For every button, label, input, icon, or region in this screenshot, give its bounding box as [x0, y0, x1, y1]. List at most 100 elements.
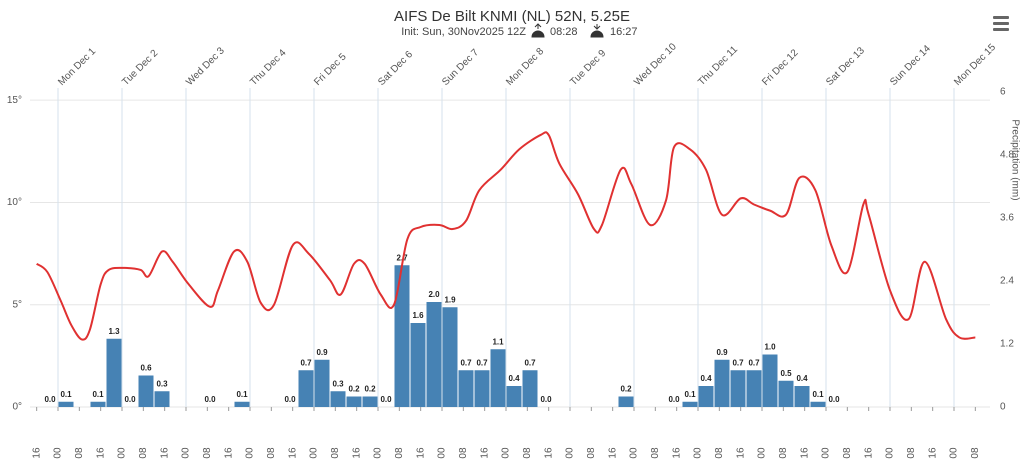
- x-tick-label: 16: [223, 447, 234, 459]
- x-tick-label: 16: [159, 447, 170, 459]
- x-tick-label: 08: [714, 447, 725, 459]
- x-tick-label: 16: [607, 447, 618, 459]
- precip-bar: [778, 380, 794, 407]
- x-tick-label: 08: [586, 447, 597, 459]
- x-tick-label: 16: [671, 447, 682, 459]
- x-tick-label: 00: [309, 447, 320, 459]
- menu-button[interactable]: [993, 16, 1009, 31]
- bar-value-label: 0.0: [124, 395, 136, 404]
- x-tick-label: 00: [245, 447, 256, 459]
- bar-value-label: 0.0: [284, 395, 296, 404]
- day-label: Mon Dec 1: [56, 46, 98, 88]
- precip-bar: [426, 302, 442, 407]
- precip-bar: [394, 265, 410, 407]
- bar-value-label: 1.1: [492, 337, 504, 346]
- x-tick-label: 08: [458, 447, 469, 459]
- precip-bar: [362, 396, 378, 407]
- precip-bar: [682, 401, 698, 407]
- day-label: Sun Dec 7: [440, 47, 481, 88]
- day-label: Mon Dec 15: [952, 42, 998, 88]
- y2-tick-label: 1.2: [1000, 339, 1014, 350]
- bar-value-label: 0.1: [684, 390, 696, 399]
- x-tick-label: 08: [970, 447, 981, 459]
- x-tick-label: 16: [351, 447, 362, 459]
- bar-value-label: 0.7: [460, 358, 472, 367]
- x-tick-label: 16: [95, 447, 106, 459]
- bar-value-label: 1.3: [108, 327, 120, 336]
- bar-value-label: 0.0: [380, 395, 392, 404]
- precip-bar: [298, 370, 314, 407]
- x-tick-label: 16: [863, 447, 874, 459]
- x-tick-label: 00: [693, 447, 704, 459]
- bar-value-label: 0.7: [748, 358, 760, 367]
- precip-bar: [714, 359, 730, 407]
- day-label: Tue Dec 2: [120, 48, 160, 88]
- bar-value-label: 0.2: [348, 385, 360, 394]
- x-tick-label: 00: [117, 447, 128, 459]
- bar-value-label: 0.3: [332, 379, 344, 388]
- y-tick-label: 15°: [7, 95, 22, 106]
- precip-bar: [106, 338, 122, 407]
- x-tick-label: 08: [906, 447, 917, 459]
- bar-value-label: 0.7: [300, 358, 312, 367]
- precip-bar: [506, 386, 522, 407]
- bar-value-label: 0.4: [700, 374, 712, 383]
- chart-subtitle: Init: Sun, 30Nov2025 12Z: [401, 26, 526, 38]
- bar-value-label: 0.5: [780, 369, 792, 378]
- bar-value-label: 0.0: [828, 395, 840, 404]
- day-label: Fri Dec 5: [312, 51, 349, 88]
- x-tick-label: 08: [266, 447, 277, 459]
- bar-value-label: 0.6: [140, 364, 152, 373]
- x-tick-label: 16: [927, 447, 938, 459]
- precip-bar: [458, 370, 474, 407]
- x-tick-label: 00: [373, 447, 384, 459]
- day-label: Sat Dec 13: [824, 45, 867, 88]
- day-label: Mon Dec 8: [504, 46, 546, 88]
- precip-bar: [762, 354, 778, 407]
- precip-bar: [698, 386, 714, 407]
- day-label: Sun Dec 14: [888, 43, 933, 88]
- precip-bar: [90, 401, 106, 407]
- x-tick-label: 08: [778, 447, 789, 459]
- x-tick-label: 16: [31, 447, 42, 459]
- x-tick-label: 08: [202, 447, 213, 459]
- bar-value-label: 0.0: [204, 395, 216, 404]
- x-tick-label: 08: [74, 447, 85, 459]
- day-label: Thu Dec 4: [248, 47, 289, 88]
- precip-bar: [330, 391, 346, 407]
- x-tick-label: 08: [522, 447, 533, 459]
- day-label: Sat Dec 6: [376, 49, 415, 88]
- x-tick-label: 00: [565, 447, 576, 459]
- sunrise-time: 08:28: [550, 26, 578, 38]
- y-tick-label: 5°: [12, 299, 22, 310]
- x-tick-label: 16: [287, 447, 298, 459]
- x-tick-label: 16: [479, 447, 490, 459]
- bar-value-label: 0.1: [92, 390, 104, 399]
- x-tick-label: 08: [394, 447, 405, 459]
- bar-value-label: 0.4: [796, 374, 808, 383]
- y2-tick-label: 2.4: [1000, 276, 1014, 287]
- x-tick-label: 00: [949, 447, 960, 459]
- precip-bar: [618, 396, 634, 407]
- sunrise-icon: [531, 23, 545, 38]
- y2-tick-label: 3.6: [1000, 213, 1014, 224]
- precip-bar: [314, 359, 330, 407]
- x-tick-label: 08: [138, 447, 149, 459]
- x-tick-label: 16: [799, 447, 810, 459]
- y-tick-label: 10°: [7, 197, 22, 208]
- y2-tick-label: 6: [1000, 87, 1006, 98]
- precip-bar: [346, 396, 362, 407]
- day-label: Thu Dec 11: [696, 44, 740, 88]
- precip-bar: [58, 401, 74, 407]
- x-tick-label: 00: [821, 447, 832, 459]
- x-tick-label: 00: [501, 447, 512, 459]
- bar-value-label: 0.4: [508, 374, 520, 383]
- y2-tick-label: 4.8: [1000, 150, 1014, 161]
- precip-bar: [746, 370, 762, 407]
- bar-value-label: 0.2: [364, 385, 376, 394]
- sunset-time: 16:27: [610, 26, 638, 38]
- day-label: Wed Dec 3: [184, 45, 227, 88]
- bar-value-label: 0.2: [620, 385, 632, 394]
- x-tick-label: 08: [842, 447, 853, 459]
- bar-value-label: 0.7: [524, 358, 536, 367]
